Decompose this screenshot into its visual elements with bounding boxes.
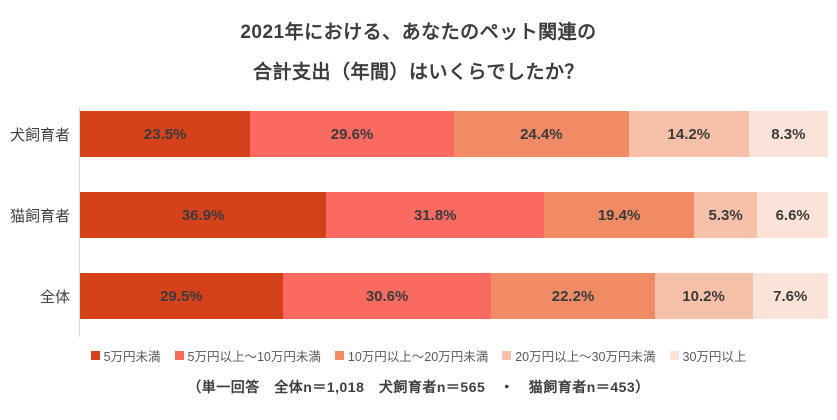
legend-item: 10万円以上～20万円未満 [334, 346, 489, 365]
legend-marker [334, 351, 344, 360]
bar-segment-value: 6.6% [775, 206, 810, 224]
bar-segment-value: 31.8% [413, 206, 457, 224]
bar-segment: 29.6% [250, 111, 454, 157]
chart-title-line1: 2021年における、あなたのペット関連の [240, 22, 597, 43]
bar-segment: 24.4% [453, 111, 629, 157]
legend: 5万円未満 5万円以上～10万円未満 10万円以上～20万円未満 20万円以上～30万… [0, 346, 837, 365]
chart-title-line2: 合計支出（年間）はいくらでしたか？ [253, 62, 584, 83]
bar-segment: 19.4% [544, 192, 694, 238]
legend-item: 30万円以上 [669, 346, 747, 365]
bar-segment: 10.2% [654, 273, 753, 319]
bar-segment-value: 30.6% [365, 287, 409, 305]
bar-segment-value: 36.9% [181, 206, 225, 224]
bar-track: 29.5% 30.6% 22.2% 10.2% 7.6% [80, 273, 828, 319]
bar-segment-value: 24.4% [520, 125, 563, 143]
bar-segment: 6.6% [757, 192, 828, 238]
bar-segment-value: 14.2% [667, 125, 711, 143]
bar-track: 23.5% 29.6% 24.4% 14.2% 8.3% [80, 111, 828, 157]
category-label: 猫飼育者 [9, 207, 70, 225]
legend-item: 20万円以上～30万円未満 [502, 346, 656, 365]
bar-track: 36.9% 31.8% 19.4% 5.3% 6.6% [80, 192, 828, 238]
legend-marker [174, 351, 184, 360]
bar-segment: 30.6% [282, 273, 492, 319]
bar-segment-value: 29.6% [330, 125, 374, 143]
bar-segment: 8.3% [748, 111, 828, 157]
bar-row: 犬飼育者 23.5% 29.6% 24.4% 14.2% 8.3% [0, 111, 828, 157]
bar-segment-value: 23.5% [143, 125, 187, 143]
bar-segment-value: 22.2% [551, 287, 595, 305]
bar-segment-value: 10.2% [682, 287, 725, 305]
legend-label: 20万円以上～30万円未満 [515, 350, 656, 364]
bar-segment-value: 19.4% [597, 206, 641, 224]
bar-segment: 29.5% [80, 273, 283, 319]
category-label: 犬飼育者 [9, 126, 70, 144]
legend-item: 5万円未満 [90, 346, 161, 365]
category-label: 全体 [39, 288, 70, 306]
legend-label: 5万円以上～10万円未満 [187, 350, 321, 364]
legend-marker [669, 351, 679, 360]
footnote: （単一回答 全体n＝1,018 犬飼育者n＝565 ・ 猫飼育者n＝453） [187, 379, 650, 395]
bar-segment: 14.2% [628, 111, 749, 157]
bar-row: 全体 29.5% 30.6% 22.2% 10.2% 7.6% [0, 273, 828, 319]
legend-label: 10万円以上～20万円未満 [347, 350, 489, 364]
bar-row: 猫飼育者 36.9% 31.8% 19.4% 5.3% 6.6% [0, 192, 828, 238]
bar-segment-value: 7.6% [773, 287, 808, 305]
bar-segment: 5.3% [693, 192, 758, 238]
bar-segment-value: 8.3% [771, 125, 806, 143]
bar-segment: 7.6% [752, 273, 828, 319]
legend-marker [90, 351, 100, 360]
bar-segment: 23.5% [80, 111, 251, 157]
bar-segment-value: 29.5% [160, 287, 203, 305]
y-axis-line [79, 107, 80, 337]
chart-title: 2021年における、あなたのペット関連の 合計支出（年間）はいくらでしたか？ [0, 0, 837, 93]
bar-segment-value: 5.3% [708, 206, 743, 224]
stacked-bar-chart: 犬飼育者 23.5% 29.6% 24.4% 14.2% 8.3% 猫飼育者 36.9% 31.… [0, 107, 837, 337]
legend-label: 30万円以上 [682, 350, 747, 364]
legend-item: 5万円以上～10万円未満 [174, 346, 321, 365]
bar-segment: 31.8% [326, 192, 545, 238]
bar-segment: 36.9% [80, 192, 327, 238]
bar-segment: 22.2% [491, 273, 655, 319]
legend-label: 5万円未満 [103, 350, 161, 364]
bar-rows: 犬飼育者 23.5% 29.6% 24.4% 14.2% 8.3% 猫飼育者 36.9% 31.… [0, 111, 828, 319]
legend-marker [502, 351, 512, 360]
